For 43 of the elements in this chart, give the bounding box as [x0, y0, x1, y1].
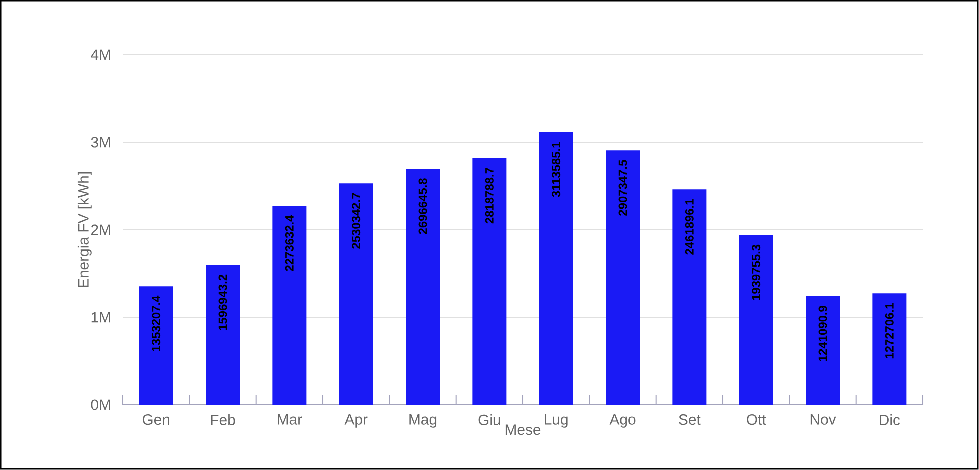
x-tick-label: Apr: [344, 414, 368, 428]
bar: [539, 132, 574, 405]
x-tick-label: Ott: [747, 414, 766, 426]
data-label: 3113585.1: [552, 142, 561, 198]
x-tick-label: Dic: [880, 414, 900, 426]
bar: [472, 158, 507, 405]
bar: [872, 294, 907, 405]
data-label: 1939755.3: [752, 244, 761, 300]
data-label: 2273632.4: [285, 215, 294, 272]
bar: [806, 296, 840, 405]
data-label: 1596943.2: [218, 274, 228, 330]
x-tick-label: Set: [679, 414, 701, 426]
x-tick-label: Mar: [278, 414, 302, 425]
data-label: 1272706.1: [885, 303, 894, 359]
y-tick-label: 1M: [92, 312, 110, 323]
x-tick-label: Gen: [142, 414, 170, 426]
bar: [406, 169, 440, 405]
bar: [206, 265, 240, 405]
bar: [739, 235, 774, 405]
y-tick-label: 0M: [91, 400, 110, 410]
bar: [339, 184, 374, 405]
bar: [606, 150, 640, 405]
x-tick-label: Giu: [478, 414, 500, 426]
bar: [139, 286, 174, 405]
data-label: 1241090.9: [818, 306, 828, 362]
x-tick-label: Feb: [211, 414, 236, 426]
data-label: 2696645.8: [418, 178, 428, 234]
data-label: 2530342.7: [352, 193, 361, 249]
y-tick-label: 2M: [91, 224, 110, 236]
data-label: 2907347.5: [618, 160, 628, 216]
data-label: 1353207.4: [152, 296, 161, 352]
x-tick-label: Lug: [545, 414, 568, 428]
x-axis-title: Mese: [506, 424, 541, 436]
y-tick-label: 3M: [91, 137, 110, 148]
x-tick-label: Nov: [810, 414, 836, 425]
data-label: 2818788.7: [485, 168, 494, 224]
y-axis-title: Energia FV [kWh]: [78, 172, 92, 288]
bar: [672, 190, 707, 405]
x-tick-label: Ago: [610, 414, 636, 428]
data-label: 2461896.1: [685, 199, 694, 255]
x-tick-label: Mag: [410, 414, 437, 428]
bar: [272, 206, 307, 405]
y-tick-label: 4M: [91, 50, 110, 60]
